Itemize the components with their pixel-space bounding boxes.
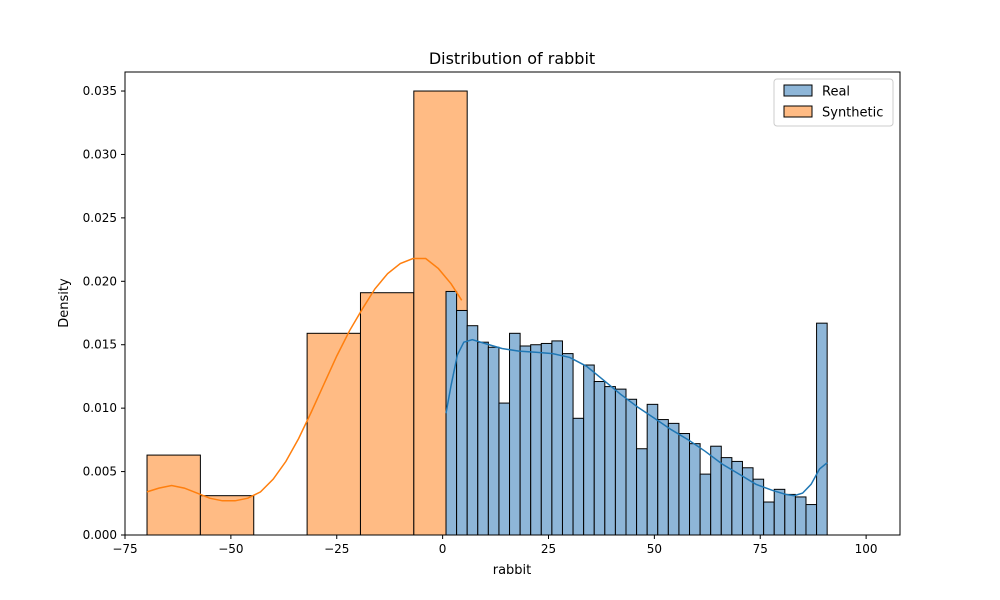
x-axis-ticks: −75 −50 −25 0 25 50 75 100: [112, 535, 878, 556]
real-bar-18: [636, 448, 648, 536]
y-tick-label: 0.025: [83, 211, 117, 225]
real-bar-7: [519, 345, 532, 536]
real-bar-5: [498, 402, 511, 536]
plot-frame: [124, 71, 901, 536]
x-tick-label: −50: [218, 542, 243, 556]
x-tick-label: 0: [439, 542, 447, 556]
legend-label-real: Real: [822, 85, 850, 100]
real-bar-15: [604, 386, 616, 536]
legend-swatch-synthetic: [783, 105, 813, 118]
y-tick-label: 0.010: [83, 401, 117, 415]
real-bar-8: [530, 344, 542, 536]
x-tick-label: 100: [855, 542, 878, 556]
real-bar-11: [561, 353, 574, 536]
x-tick-label: 25: [541, 542, 556, 556]
real-kde-line: [445, 338, 828, 497]
x-axis-label: rabbit: [493, 563, 532, 578]
real-bar-32: [784, 493, 796, 536]
real-bar-6: [509, 332, 521, 536]
synthetic-bar-3: [306, 332, 361, 536]
x-tick-label: −75: [112, 542, 137, 556]
real-bar-19: [646, 403, 659, 536]
real-bar-13: [583, 364, 595, 536]
real-bar-9: [540, 342, 553, 536]
real-bar-21: [667, 422, 680, 536]
synthetic-bar-1: [199, 495, 255, 536]
legend-label-synthetic: Synthetic: [822, 106, 883, 121]
bars-layer: [146, 90, 828, 536]
legend-swatch-real: [783, 84, 813, 97]
y-tick-label: 0.000: [83, 528, 117, 542]
y-tick-label: 0.005: [83, 465, 117, 479]
y-tick-label: 0.020: [83, 274, 117, 288]
chart-title: Distribution of rabbit: [429, 49, 595, 68]
real-bar-35: [816, 322, 828, 536]
real-bar-2: [466, 325, 479, 536]
real-bar-22: [678, 433, 691, 536]
y-axis-label: Density: [57, 278, 72, 328]
real-bar-3: [477, 341, 489, 536]
y-tick-label: 0.035: [83, 84, 117, 98]
x-tick-label: 75: [753, 542, 768, 556]
legend: Real Synthetic: [773, 78, 894, 127]
real-bar-30: [763, 501, 775, 536]
y-tick-label: 0.015: [83, 338, 117, 352]
real-bar-1: [456, 309, 468, 536]
real-bar-16: [614, 388, 627, 536]
real-bar-24: [699, 473, 712, 536]
real-bar-14: [593, 381, 606, 536]
real-bar-20: [657, 419, 669, 536]
real-bar-10: [551, 340, 563, 536]
y-tick-label: 0.030: [83, 147, 117, 161]
real-bar-12: [572, 417, 585, 536]
synthetic-bar-4: [359, 292, 415, 536]
real-bar-4: [487, 346, 500, 536]
x-tick-label: −25: [324, 542, 349, 556]
x-tick-label: 50: [647, 542, 662, 556]
synthetic-bar-0: [146, 454, 201, 536]
real-bar-34: [805, 504, 818, 536]
kde-layer: [146, 257, 828, 502]
real-bar-0: [445, 290, 458, 536]
real-bar-17: [625, 398, 638, 536]
real-bar-33: [794, 496, 807, 536]
synthetic-kde-line: [146, 257, 463, 502]
real-bar-23: [689, 443, 701, 536]
real-bar-29: [752, 478, 765, 536]
real-bar-31: [773, 488, 786, 536]
y-axis-ticks: 0.000 0.005 0.010 0.015 0.020 0.025 0.030 0.035: [83, 84, 125, 542]
